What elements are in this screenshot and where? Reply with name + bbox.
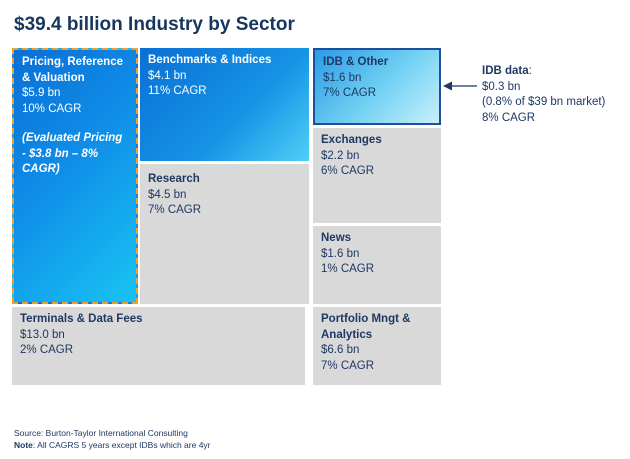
tile-portfolio: Portfolio Mngt & Analytics $6.6 bn 7% CA… xyxy=(313,307,441,385)
tile-news-value: $1.6 bn xyxy=(321,247,360,260)
tile-exchanges-name: Exchanges xyxy=(321,134,382,146)
tile-benchmarks-growth: 11% CAGR xyxy=(148,85,207,97)
footer-source: Source: Burton-Taylor International Cons… xyxy=(14,428,188,438)
tile-portfolio-value: $6.6 bn xyxy=(321,344,360,356)
tile-pricing-value: $5.9 bn xyxy=(22,87,61,99)
tile-benchmarks: Benchmarks & Indices $4.1 bn 11% CAGR xyxy=(140,48,309,161)
tile-research-value: $4.5 bn xyxy=(148,188,187,201)
footer-note-text: : All CAGRS 5 years except IDBs which ar… xyxy=(32,440,211,450)
tile-portfolio-name: Portfolio Mngt & Analytics xyxy=(321,313,411,341)
tile-pricing-name: Pricing, Reference & Valuation xyxy=(22,56,123,84)
tile-terminals-name: Terminals & Data Fees xyxy=(20,313,143,325)
tile-research: Research $4.5 bn 7% CAGR xyxy=(140,164,309,304)
tile-terminals-growth: 2% CAGR xyxy=(20,344,74,356)
tile-exchanges-growth: 6% CAGR xyxy=(321,165,375,177)
tile-idb: IDB & Other $1.6 bn 7% CAGR xyxy=(313,48,441,125)
tile-pricing: Pricing, Reference & Valuation $5.9 bn 1… xyxy=(12,48,138,304)
tile-terminals: Terminals & Data Fees $13.0 bn 2% CAGR xyxy=(12,307,305,385)
footer-note: Note: All CAGRS 5 years except IDBs whic… xyxy=(14,439,211,451)
idb-annotation-detail: (0.8% of $39 bn market) xyxy=(482,96,606,108)
idb-annotation-label: IDB data xyxy=(482,65,529,77)
chart-title: $39.4 billion Industry by Sector xyxy=(14,14,295,35)
tile-exchanges: Exchanges $2.2 bn 6% CAGR xyxy=(313,128,441,223)
tile-idb-growth: 7% CAGR xyxy=(323,87,377,99)
tile-terminals-value: $13.0 bn xyxy=(20,328,65,341)
tile-benchmarks-value: $4.1 bn xyxy=(148,69,187,82)
idb-annotation-value: $0.3 bn xyxy=(482,80,521,93)
footer: Source: Burton-Taylor International Cons… xyxy=(14,427,211,451)
tile-idb-value: $1.6 bn xyxy=(323,71,362,84)
tile-exchanges-value: $2.2 bn xyxy=(321,149,360,162)
footer-note-label: Note xyxy=(14,440,33,450)
idb-annotation-growth: 8% CAGR xyxy=(482,111,536,124)
tile-portfolio-growth: 7% CAGR xyxy=(321,359,375,372)
tile-news-growth: 1% CAGR xyxy=(321,263,375,275)
tile-pricing-growth: 10% CAGR xyxy=(22,102,82,115)
tile-benchmarks-name: Benchmarks & Indices xyxy=(148,54,272,66)
tile-research-name: Research xyxy=(148,173,200,185)
tile-news-name: News xyxy=(321,232,352,244)
tile-news: News $1.6 bn 1% CAGR xyxy=(313,226,441,304)
left-arrow-icon xyxy=(443,81,477,91)
tile-idb-name: IDB & Other xyxy=(323,56,389,68)
tile-research-growth: 7% CAGR xyxy=(148,204,202,216)
tile-pricing-note: (Evaluated Pricing - $3.8 bn – 8% CAGR) xyxy=(22,132,123,175)
idb-annotation: IDB data: $0.3 bn (0.8% of $39 bn market… xyxy=(482,64,605,126)
